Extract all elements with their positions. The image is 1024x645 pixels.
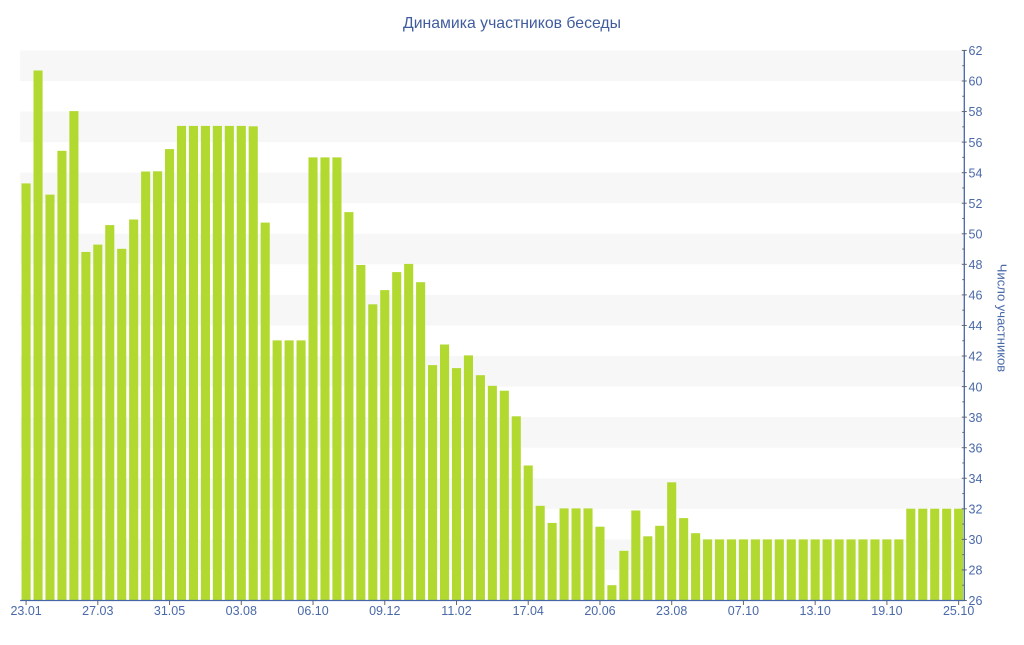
svg-text:31.05: 31.05 [154, 604, 185, 618]
svg-text:09.12: 09.12 [369, 604, 400, 618]
svg-text:34: 34 [969, 472, 983, 486]
svg-text:44: 44 [969, 319, 983, 333]
svg-text:Динамика участников беседы: Динамика участников беседы [403, 15, 621, 32]
svg-text:23.08: 23.08 [656, 604, 687, 618]
svg-text:48: 48 [969, 258, 983, 272]
svg-text:03.08: 03.08 [226, 604, 257, 618]
svg-text:Число участников: Число участников [994, 264, 1009, 372]
svg-text:60: 60 [969, 75, 983, 89]
svg-text:23.01: 23.01 [10, 604, 41, 618]
svg-text:56: 56 [969, 136, 983, 150]
svg-text:11.02: 11.02 [441, 604, 471, 618]
svg-text:52: 52 [969, 197, 983, 211]
svg-text:36: 36 [969, 441, 983, 455]
svg-text:20.06: 20.06 [584, 604, 615, 618]
svg-text:25.10: 25.10 [943, 604, 974, 618]
svg-text:62: 62 [969, 44, 983, 58]
svg-text:42: 42 [969, 350, 983, 364]
svg-text:54: 54 [969, 166, 983, 180]
svg-text:30: 30 [969, 533, 983, 547]
svg-text:46: 46 [969, 289, 983, 303]
svg-text:19.10: 19.10 [871, 604, 902, 618]
svg-text:28: 28 [969, 564, 983, 578]
svg-text:07.10: 07.10 [728, 604, 759, 618]
svg-text:13.10: 13.10 [800, 604, 831, 618]
svg-text:50: 50 [969, 227, 983, 241]
svg-text:58: 58 [969, 105, 983, 119]
svg-text:17.04: 17.04 [513, 604, 544, 618]
svg-text:32: 32 [969, 503, 983, 517]
svg-text:40: 40 [969, 380, 983, 394]
svg-text:06.10: 06.10 [297, 604, 328, 618]
svg-text:27.03: 27.03 [82, 604, 113, 618]
svg-text:38: 38 [969, 411, 983, 425]
svg-text:26: 26 [969, 594, 983, 608]
